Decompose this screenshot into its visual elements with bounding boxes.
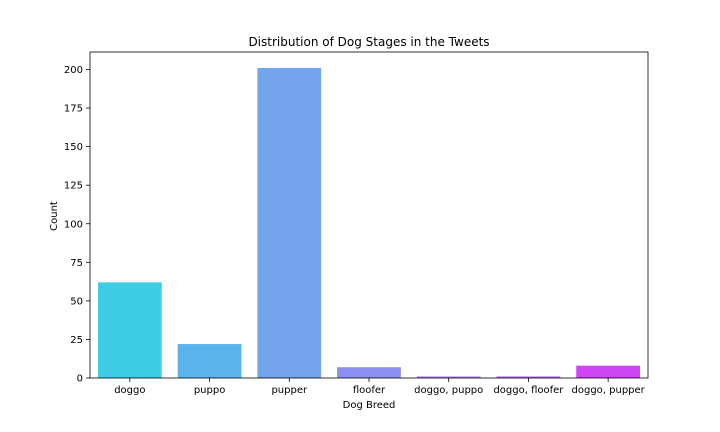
bar-floofer (337, 367, 401, 378)
x-tick-label: doggo (114, 385, 145, 396)
y-tick-label: 150 (64, 142, 83, 153)
y-tick-label: 75 (70, 258, 83, 269)
chart-title: Distribution of Dog Stages in the Tweets (248, 35, 489, 49)
y-tick-label: 50 (70, 296, 83, 307)
x-tick-label: doggo, pupper (572, 385, 646, 396)
x-axis-label: Dog Breed (343, 400, 396, 411)
bar-doggo-pupper (576, 365, 641, 378)
y-tick-label: 175 (64, 104, 83, 115)
x-tick-label: puppo (194, 385, 226, 396)
bar-puppo (177, 344, 242, 378)
x-tick-label: pupper (271, 385, 308, 396)
bar-doggo-puppo (416, 376, 481, 378)
y-tick-label: 0 (77, 374, 83, 385)
y-axis: 0 25 50 75 100 125 150 175 200 (64, 65, 90, 385)
bars-group (97, 67, 641, 379)
x-tick-label: doggo, puppo (414, 385, 483, 396)
plot-frame (89, 51, 649, 379)
x-axis: doggo puppo pupper floofer doggo, puppo doggo… (114, 378, 646, 396)
bar-doggo-floofer (496, 376, 561, 378)
x-tick-label: doggo, floofer (493, 385, 564, 396)
y-tick-label: 200 (64, 65, 83, 76)
y-axis-label: Count (49, 201, 60, 231)
y-tick-label: 125 (64, 181, 83, 192)
x-tick-label: floofer (353, 385, 386, 396)
y-tick-label: 25 (70, 335, 83, 346)
bar-doggo (97, 282, 162, 378)
bar-pupper (257, 67, 322, 379)
y-tick-label: 100 (64, 219, 83, 230)
